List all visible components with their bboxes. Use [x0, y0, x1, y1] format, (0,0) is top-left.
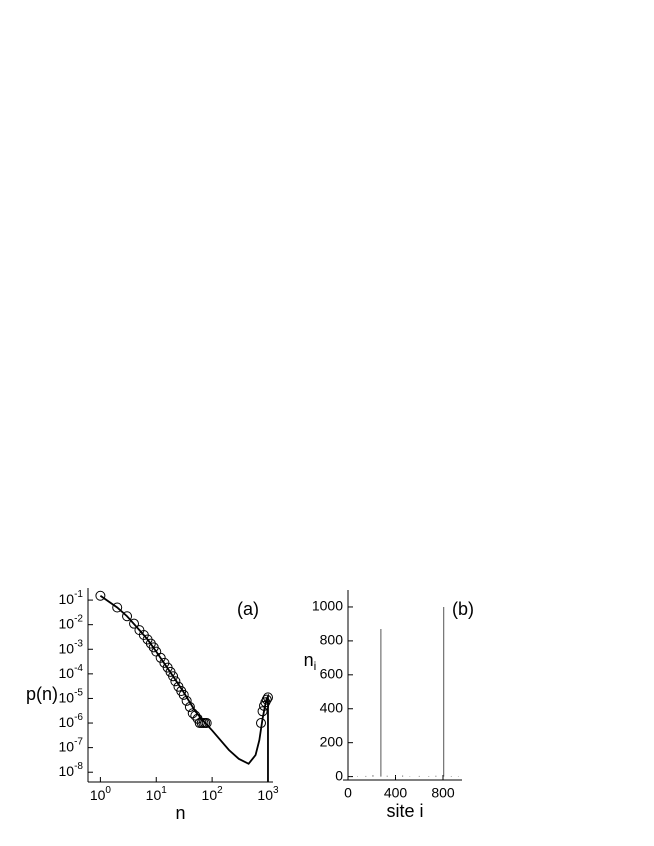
y-label-text: n — [304, 650, 314, 670]
marker — [122, 611, 133, 622]
tick-base: 10 — [59, 763, 75, 779]
tick-base: 10 — [59, 615, 75, 631]
tick-exponent: 0 — [105, 785, 111, 796]
marker — [260, 697, 271, 708]
tick-label: 400 — [320, 699, 344, 715]
tick-label: 10-2 — [59, 613, 84, 631]
tick-label: 1000 — [312, 598, 343, 614]
tick-label: 102 — [202, 785, 224, 803]
tick-base: 10 — [146, 787, 162, 803]
curve — [99, 595, 269, 782]
tick-exponent: -6 — [74, 712, 83, 723]
marker — [190, 710, 201, 721]
marker — [257, 706, 268, 717]
tick-label: 10-1 — [59, 589, 84, 607]
tick-exponent: -7 — [74, 736, 83, 747]
tick-base: 10 — [59, 689, 75, 705]
tick-base: 10 — [59, 591, 75, 607]
tick-label: 600 — [320, 666, 344, 682]
tick-label: 800 — [320, 632, 344, 648]
tick-base: 10 — [202, 787, 218, 803]
tick-label: 800 — [431, 785, 455, 801]
marker — [145, 638, 156, 649]
tick-exponent: -8 — [74, 761, 83, 772]
marker — [261, 694, 272, 705]
tick-label: 0 — [344, 785, 352, 801]
tick-exponent: -5 — [74, 687, 83, 698]
tick-label: 100 — [90, 785, 112, 803]
y-axis-label: ni — [304, 650, 317, 673]
tick-label: 10-7 — [59, 736, 84, 754]
tick-base: 10 — [90, 787, 106, 803]
tick-label: 10-6 — [59, 712, 84, 730]
marker — [168, 671, 179, 682]
panel-label: (b) — [452, 599, 474, 619]
tick-label: 101 — [146, 785, 168, 803]
tick-exponent: -1 — [74, 589, 83, 600]
tick-exponent: 3 — [273, 785, 279, 796]
marker — [129, 618, 140, 629]
marker — [184, 701, 195, 712]
tick-label: 10-8 — [59, 761, 84, 779]
tick-label: 10-4 — [59, 662, 84, 680]
tick-base: 10 — [59, 640, 75, 656]
tick-exponent: 2 — [217, 785, 223, 796]
tick-exponent: -3 — [74, 638, 83, 649]
marker — [178, 689, 189, 700]
marker — [262, 692, 273, 703]
tick-base: 10 — [59, 738, 75, 754]
marker — [181, 695, 192, 706]
tick-label: 400 — [384, 785, 408, 801]
marker — [155, 652, 166, 663]
marker — [255, 718, 266, 729]
tick-base: 10 — [59, 714, 75, 730]
marker — [112, 602, 123, 613]
panel-label: (a) — [237, 599, 259, 619]
tick-label: 10-3 — [59, 638, 84, 656]
y-label-subscript: i — [314, 659, 317, 673]
y-axis-label: p(n) — [26, 684, 58, 704]
x-axis-label: n — [175, 803, 185, 823]
marker — [201, 718, 212, 729]
x-axis-label: site i — [386, 801, 423, 821]
tick-label: 200 — [320, 733, 344, 749]
tick-base: 10 — [257, 787, 273, 803]
tick-label: 103 — [257, 785, 279, 803]
y-label-text: p(n) — [26, 684, 58, 704]
tick-base: 10 — [59, 665, 75, 681]
tick-label: 10-5 — [59, 687, 84, 705]
tick-label: 0 — [335, 767, 343, 783]
tick-exponent: -4 — [74, 662, 83, 673]
marker — [170, 676, 181, 687]
marker — [95, 590, 106, 601]
tick-exponent: -2 — [74, 613, 83, 624]
tick-exponent: 1 — [161, 785, 167, 796]
